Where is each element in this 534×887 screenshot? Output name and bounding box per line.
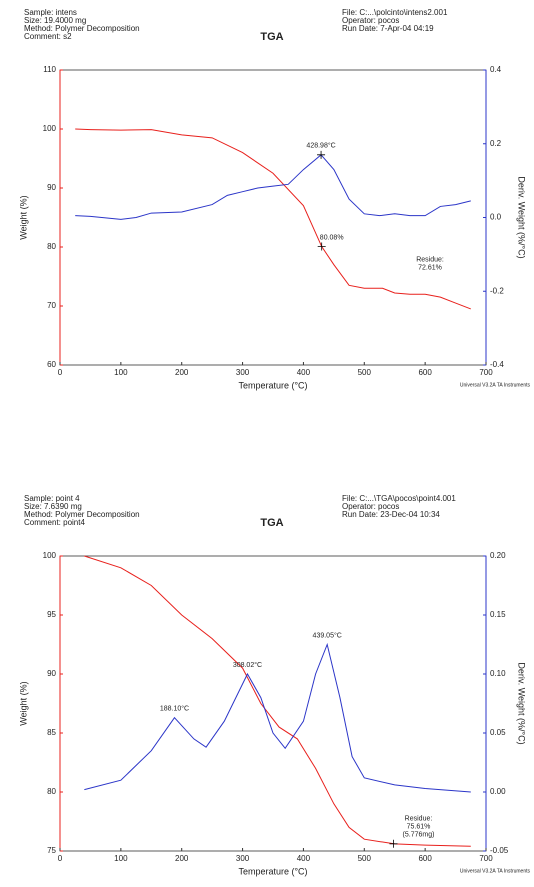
plot-frame (59, 555, 487, 852)
y-tick-label: 75 (47, 846, 56, 855)
y2-tick-label: 0.00 (490, 787, 506, 796)
annotation: (5.776mg) (403, 832, 435, 839)
y2-axis-label: Deriv. Weight (%/°C) (517, 176, 527, 258)
x-tick-label: 500 (358, 368, 372, 377)
series-line (84, 555, 471, 847)
annotation: 75.61% (407, 824, 431, 831)
y2-tick-label: 0.2 (490, 139, 502, 148)
x-tick-label: 0 (58, 368, 63, 377)
annotation-marker (389, 839, 398, 848)
x-tick-label: 700 (479, 368, 493, 377)
header-info: File: C:...\polcinto\intens2.001 (342, 8, 448, 17)
header-info: Operator: pocos (342, 16, 399, 25)
annotation: 308.02°C (233, 661, 262, 669)
y-tick-label: 70 (47, 301, 56, 310)
header-info: Operator: pocos (342, 502, 399, 511)
series-line (75, 128, 471, 310)
annotation-marker (317, 150, 326, 159)
header-info: Size: 7.6390 mg (24, 502, 82, 511)
x-tick-label: 300 (236, 854, 250, 863)
header-info: Sample: intens (24, 8, 77, 17)
x-axis-label: Temperature (°C) (238, 380, 307, 390)
footer: Universal V3.2A TA Instruments (460, 382, 531, 388)
header-info: Comment: point4 (24, 518, 85, 527)
y2-tick-label: 0.15 (490, 610, 506, 619)
header-info: Comment: s2 (24, 32, 72, 41)
chart-title: TGA (260, 31, 283, 43)
annotation: 439.05°C (313, 631, 342, 639)
footer: Universal V3.2A TA Instruments (460, 868, 531, 874)
plot-frame (59, 69, 487, 366)
y-tick-label: 95 (47, 610, 56, 619)
y-axis-label: Weight (%) (18, 195, 28, 239)
x-tick-label: 0 (58, 854, 63, 863)
y2-tick-label: -0.4 (490, 360, 504, 369)
header-info: File: C:...\TGA\pocos\point4.001 (342, 494, 456, 503)
x-tick-label: 600 (418, 368, 432, 377)
x-tick-label: 100 (114, 854, 128, 863)
header-info: Run Date: 7-Apr-04 04:19 (342, 24, 434, 33)
y-axis-label: Weight (%) (18, 681, 28, 725)
x-tick-label: 300 (236, 368, 250, 377)
header-info: Method: Polymer Decomposition (24, 510, 140, 519)
series-line (84, 642, 471, 793)
x-tick-label: 200 (175, 854, 189, 863)
x-axis-label: Temperature (°C) (238, 866, 307, 876)
y2-tick-label: 0.05 (490, 728, 506, 737)
annotation: 428.98°C (306, 142, 335, 150)
x-tick-label: 400 (297, 854, 311, 863)
header-info: Method: Polymer Decomposition (24, 24, 140, 33)
header-info: Run Date: 23-Dec-04 10:34 (342, 510, 440, 519)
annotation: 72.61% (418, 264, 442, 271)
y-tick-label: 85 (47, 728, 56, 737)
y-tick-label: 80 (47, 242, 56, 251)
y2-tick-label: 0.20 (490, 551, 506, 560)
series-line (75, 154, 471, 220)
header-info: Sample: point 4 (24, 494, 80, 503)
y2-tick-label: 0.0 (490, 213, 502, 222)
x-tick-label: 100 (114, 368, 128, 377)
x-tick-label: 600 (418, 854, 432, 863)
y-tick-label: 100 (43, 124, 57, 133)
y-tick-label: 90 (47, 183, 56, 192)
y-tick-label: 90 (47, 669, 56, 678)
y2-axis-label: Deriv. Weight (%/°C) (517, 662, 527, 744)
y-tick-label: 100 (43, 551, 57, 560)
y2-tick-label: 0.10 (490, 669, 506, 678)
y-tick-label: 80 (47, 787, 56, 796)
y-tick-label: 60 (47, 360, 56, 369)
annotation-marker (317, 242, 326, 251)
chart-title: TGA (260, 517, 283, 529)
y-tick-label: 110 (43, 65, 56, 74)
annotation: Residue: (405, 816, 433, 823)
x-tick-label: 200 (175, 368, 189, 377)
annotation: Residue: (416, 256, 444, 263)
y2-tick-label: -0.2 (490, 286, 504, 295)
y2-tick-label: -0.05 (490, 846, 509, 855)
x-tick-label: 400 (297, 368, 311, 377)
x-tick-label: 700 (479, 854, 493, 863)
y2-tick-label: 0.4 (490, 65, 502, 74)
header-info: Size: 19.4000 mg (24, 16, 86, 25)
x-tick-label: 500 (358, 854, 372, 863)
annotation: 188.10°C (160, 705, 189, 713)
annotation: 80.08% (320, 234, 344, 241)
